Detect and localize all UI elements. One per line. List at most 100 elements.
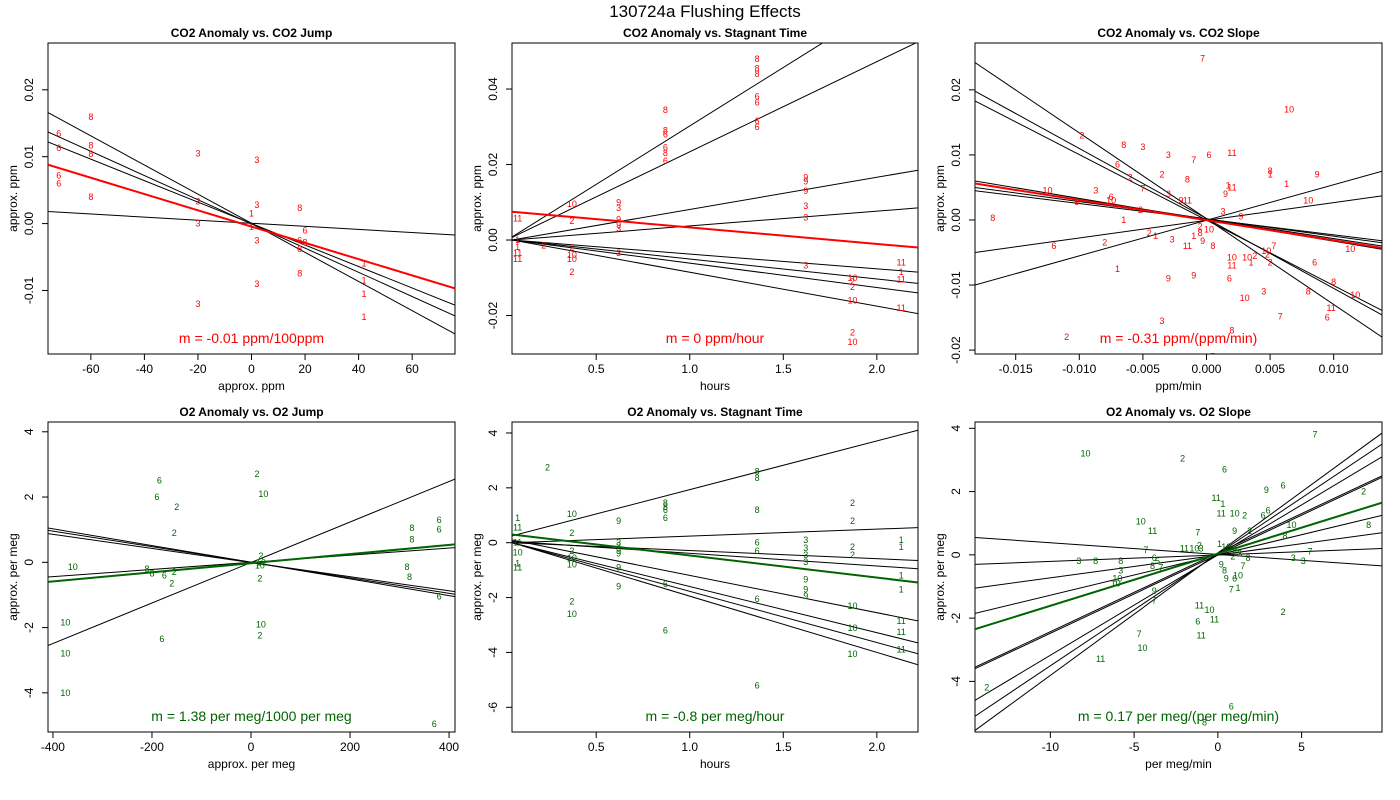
chart-panel-6: O2 Anomaly vs. O2 Slope -10 -5 0 5 per meg/mi… xyxy=(933,405,1383,771)
data-point: 10 xyxy=(513,547,523,557)
data-point: 1 xyxy=(361,259,366,269)
data-point: 9 xyxy=(616,516,621,526)
data-point: 10 xyxy=(567,250,577,260)
regression-line xyxy=(975,432,1382,731)
slope-annotation: m = -0.01 ppm/100ppm xyxy=(179,330,324,346)
data-point: 1 xyxy=(1121,215,1126,225)
data-point: 10 xyxy=(1042,186,1052,196)
data-point: 2 xyxy=(850,542,855,552)
x-tick-label: 0 xyxy=(248,740,255,754)
data-point: 10 xyxy=(1284,104,1294,114)
data-point: 3 xyxy=(616,248,621,258)
x-tick-label: -0.010 xyxy=(1062,362,1096,376)
data-point: 8 xyxy=(755,473,760,483)
data-point: 6 xyxy=(1207,150,1212,160)
data-point: 8 xyxy=(1268,166,1273,176)
plot-area: 1111111121022101029399338866868886666999… xyxy=(512,43,918,347)
data-point: 3 xyxy=(254,279,259,289)
y-tick-label: 0 xyxy=(486,539,500,546)
y-tick-label: 4 xyxy=(486,429,500,436)
data-point: 11 xyxy=(513,538,522,548)
data-point: 3 xyxy=(803,201,808,211)
data-point: 9 xyxy=(1219,559,1224,569)
data-point: 3 xyxy=(1166,189,1171,199)
x-tick-label: 0.5 xyxy=(588,362,605,376)
x-tick-label: -400 xyxy=(41,740,65,754)
chart-title: O2 Anomaly vs. Stagnant Time xyxy=(627,405,803,419)
plot-panels: CO2 Anomaly vs. CO2 Jump-60 -40 -20 0 20 40 60… xyxy=(6,26,1383,771)
data-point: 2 xyxy=(1128,173,1133,183)
data-point: 8 xyxy=(409,523,414,533)
regression-line xyxy=(512,539,918,622)
data-point: 8 xyxy=(1306,287,1311,297)
regression-line xyxy=(975,536,1382,567)
x-tick-label: -60 xyxy=(82,362,100,376)
data-point: 7 xyxy=(1240,561,1245,571)
x-tick-label: 400 xyxy=(439,740,459,754)
data-point: 9 xyxy=(803,186,808,196)
y-tick-label: 0.02 xyxy=(949,78,963,102)
x-tick-label: 1.5 xyxy=(775,362,792,376)
y-axis-label: approx. ppm xyxy=(6,165,20,232)
data-point: 11 xyxy=(1212,493,1221,503)
data-point: 8 xyxy=(755,63,760,73)
regression-line xyxy=(512,43,824,238)
y-tick-label: 0.01 xyxy=(22,145,36,169)
regression-line xyxy=(975,532,1382,589)
regression-line xyxy=(975,476,1382,670)
data-point: 8 xyxy=(1246,553,1251,563)
slope-annotation: m = 1.38 per meg/1000 per meg xyxy=(151,708,351,724)
overall-fit-line xyxy=(975,182,1382,249)
data-point: 6 xyxy=(1229,702,1234,712)
data-point: 8 xyxy=(297,244,302,254)
data-point: 11 xyxy=(1217,509,1226,519)
data-point: 1 xyxy=(361,275,366,285)
data-point: 8 xyxy=(1366,520,1371,530)
data-point: 2 xyxy=(569,546,574,556)
data-point: 6 xyxy=(663,129,668,139)
data-point: 6 xyxy=(755,116,760,126)
data-point: 2 xyxy=(174,502,179,512)
data-point: 6 xyxy=(1312,257,1317,267)
data-point: 8 xyxy=(755,54,760,64)
data-point: 6 xyxy=(755,680,760,690)
data-point: 2 xyxy=(850,550,855,560)
data-point: 9 xyxy=(1238,212,1243,222)
y-axis-label: approx. ppm xyxy=(933,165,947,232)
data-point: 11 xyxy=(1195,600,1204,610)
x-tick-label: 5 xyxy=(1298,740,1305,754)
data-point: 6 xyxy=(162,570,167,580)
data-point: 2 xyxy=(1242,510,1247,520)
data-point: 3 xyxy=(803,212,808,222)
regression-line xyxy=(975,62,1382,338)
data-point: 11 xyxy=(1326,303,1335,313)
data-point: 10 xyxy=(60,688,70,698)
data-point: 6 xyxy=(437,592,442,602)
data-point: 3 xyxy=(1093,186,1098,196)
data-point: 7 xyxy=(1210,352,1215,362)
y-tick-label: -0.01 xyxy=(949,271,963,299)
data-point: 2 xyxy=(172,528,177,538)
data-point: 3 xyxy=(803,543,808,553)
regression-line xyxy=(975,90,1382,316)
data-point: 8 xyxy=(407,572,412,582)
data-point: 9 xyxy=(1223,189,1228,199)
y-axis-label: approx. per meg xyxy=(470,533,484,620)
x-tick-label: 200 xyxy=(340,740,360,754)
data-point: 3 xyxy=(1140,142,1145,152)
data-point: 6 xyxy=(157,476,162,486)
data-point: 6 xyxy=(297,235,302,245)
data-point: 3 xyxy=(1199,544,1204,554)
data-point: 8 xyxy=(297,203,302,213)
data-point: 8 xyxy=(1150,561,1155,571)
data-point: 7 xyxy=(1312,430,1317,440)
data-point: 1 xyxy=(899,535,904,545)
data-point: 6 xyxy=(437,515,442,525)
data-point: 8 xyxy=(1229,326,1234,336)
data-point: 1 xyxy=(515,558,520,568)
data-point: 6 xyxy=(1051,241,1056,251)
data-point: 3 xyxy=(254,155,259,165)
data-point: 9 xyxy=(1315,169,1320,179)
data-point: 2 xyxy=(569,528,574,538)
